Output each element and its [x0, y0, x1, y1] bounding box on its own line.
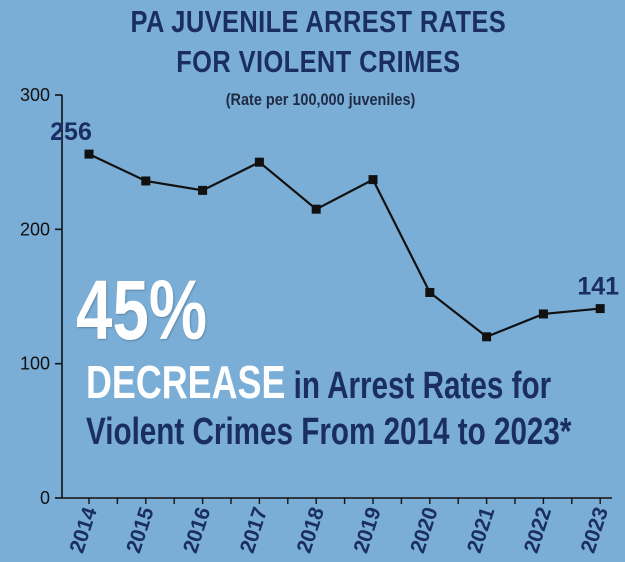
y-tick-label: 0	[40, 488, 50, 508]
data-point	[482, 332, 492, 342]
data-labels: 256 141	[50, 118, 619, 300]
data-point	[141, 176, 151, 186]
data-point	[595, 304, 605, 314]
series-line	[88, 153, 601, 339]
headline-row-1: DECREASE in Arrest Rates for	[86, 358, 551, 418]
data-label: 256	[50, 118, 92, 146]
data-series	[84, 149, 605, 342]
headline-text-1: in Arrest Rates for	[285, 365, 552, 407]
chart-axes	[61, 95, 612, 499]
x-tick-label: 2023	[577, 504, 613, 556]
x-tick-label: 2016	[179, 504, 215, 556]
x-tick-label: 2022	[520, 504, 556, 556]
data-point	[84, 149, 94, 159]
data-label: 141	[577, 273, 619, 301]
data-point	[425, 287, 435, 297]
chart-subtitle: (Rate per 100,000 juveniles)	[225, 90, 416, 109]
x-tick-label: 2014	[65, 504, 101, 556]
data-point	[368, 175, 378, 185]
data-point	[538, 309, 548, 319]
chart-title-line-1: PA JUVENILE ARREST RATES	[130, 4, 507, 39]
x-axis-labels: 2014 2015 2016 2017 2018 2019 2020 2021 2022 2023	[65, 498, 613, 556]
y-axis-ticks: 0 100 200 300	[20, 85, 62, 508]
x-tick-label: 2020	[406, 504, 442, 556]
decrease-percent: 45%	[76, 263, 208, 357]
data-point	[311, 204, 321, 214]
y-tick-label: 200	[20, 219, 50, 239]
data-point	[198, 185, 208, 195]
x-tick-label: 2018	[293, 504, 329, 556]
x-tick-label: 2015	[122, 504, 158, 556]
data-point	[254, 157, 264, 167]
decrease-word: DECREASE	[86, 356, 286, 408]
x-tick-label: 2017	[236, 504, 272, 556]
x-tick-label: 2021	[463, 504, 499, 556]
y-tick-label: 100	[20, 354, 50, 374]
headline-text-2: Violent Crimes From 2014 to 2023*	[86, 411, 572, 453]
chart-title-line-2: FOR VIOLENT CRIMES	[176, 44, 461, 79]
x-tick-label: 2019	[349, 504, 385, 556]
y-tick-label: 300	[20, 85, 50, 105]
